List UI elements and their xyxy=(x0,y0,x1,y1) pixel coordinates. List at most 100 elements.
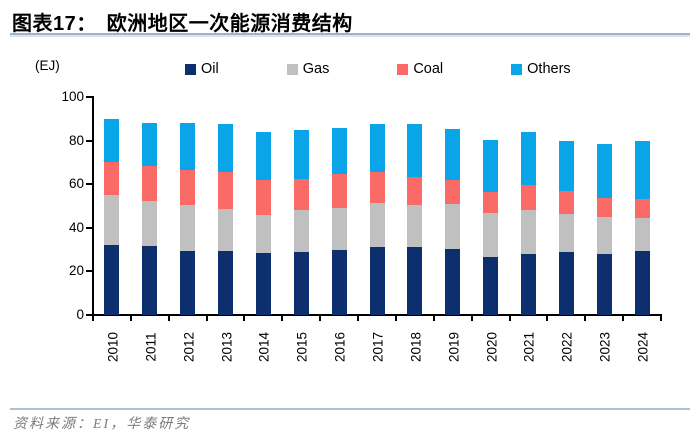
bar-segment-oil xyxy=(142,246,158,315)
bar-segment-coal xyxy=(634,199,650,218)
y-tick-mark xyxy=(86,183,93,186)
x-tick-mark xyxy=(470,315,473,321)
x-tick-label: 2019 xyxy=(446,331,462,363)
figure-title: 图表17： 欧洲地区一次能源消费结构 xyxy=(12,7,353,36)
y-tick-label: 80 xyxy=(68,132,84,148)
y-tick-label: 40 xyxy=(68,219,84,235)
bar-segment-oil xyxy=(293,251,309,315)
legend-item-others: Others xyxy=(511,61,571,77)
legend-item-oil: Oil xyxy=(185,61,219,77)
bar-segment-gas xyxy=(558,213,574,252)
bar-segment-oil xyxy=(596,253,612,315)
x-tick-mark xyxy=(319,315,322,321)
y-tick-label: 100 xyxy=(61,89,84,104)
x-tick-mark xyxy=(167,315,170,321)
bar-segment-gas xyxy=(520,210,536,254)
x-tick-label: 2010 xyxy=(105,331,121,363)
bar-segment-gas xyxy=(218,209,234,251)
x-tick-mark xyxy=(92,315,94,321)
bar-segment-others xyxy=(445,128,461,180)
bar-segment-coal xyxy=(483,191,499,213)
bar-segment-oil xyxy=(180,250,196,315)
bar-segment-coal xyxy=(445,179,461,204)
bar-segment-oil xyxy=(558,251,574,315)
bar-segment-oil xyxy=(483,257,499,315)
bar-segment-coal xyxy=(293,178,309,211)
x-tick-label: 2016 xyxy=(332,331,348,363)
bar-segment-coal xyxy=(255,179,271,215)
bar-segment-gas xyxy=(445,203,461,249)
bar-segment-oil xyxy=(104,245,120,315)
bar-segment-coal xyxy=(558,190,574,214)
bar-segment-coal xyxy=(596,198,612,217)
bar-segment-coal xyxy=(218,172,234,210)
x-tick-label: 2012 xyxy=(181,331,197,363)
bar-segment-others xyxy=(293,129,309,179)
x-tick-mark xyxy=(281,315,284,321)
bar-segment-others xyxy=(483,139,499,192)
bar-segment-coal xyxy=(520,185,536,211)
legend-swatch-coal-icon xyxy=(397,63,409,75)
bar-segment-oil xyxy=(218,250,234,315)
source-text: EI，华泰研究 xyxy=(93,417,191,432)
x-tick-mark xyxy=(660,315,662,321)
legend-swatch-others-icon xyxy=(511,63,523,75)
bar-segment-others xyxy=(369,124,385,173)
y-tick-mark xyxy=(86,226,93,229)
bar-segment-oil xyxy=(445,248,461,315)
bar-segment-coal xyxy=(142,165,158,201)
x-tick-mark xyxy=(508,315,511,321)
x-tick-mark xyxy=(243,315,246,321)
title-divider xyxy=(10,33,690,35)
y-axis-unit-label: (EJ) xyxy=(35,58,60,73)
legend-swatch-gas-icon xyxy=(286,63,298,75)
bar-segment-others xyxy=(104,118,120,163)
legend-swatch-oil-icon xyxy=(185,63,196,75)
bar-segment-others xyxy=(255,131,271,180)
bar-segment-coal xyxy=(104,162,120,196)
x-tick-label: 2018 xyxy=(408,331,424,363)
legend-label: Oil xyxy=(201,61,219,77)
figure-title-text: 欧洲地区一次能源消费结构 xyxy=(106,13,353,35)
x-tick-mark xyxy=(546,315,549,321)
x-tick-mark xyxy=(584,315,587,321)
bar-segment-coal xyxy=(180,170,196,205)
y-tick-mark xyxy=(86,96,93,98)
bar-segment-gas xyxy=(104,195,120,246)
x-tick-label: 2020 xyxy=(484,331,500,363)
bar-segment-oil xyxy=(331,249,347,315)
x-tick-label: 2017 xyxy=(370,331,386,363)
y-tick-label: 60 xyxy=(68,176,84,192)
bar-segment-gas xyxy=(483,212,499,258)
x-axis-line xyxy=(92,314,662,316)
legend-label: Others xyxy=(527,61,571,77)
x-tick-mark xyxy=(129,315,132,321)
y-tick-mark xyxy=(86,270,93,273)
y-tick-label: 20 xyxy=(68,263,84,279)
bar-segment-coal xyxy=(407,176,423,205)
bar-segment-gas xyxy=(369,202,385,248)
bar-segment-others xyxy=(520,131,536,186)
x-tick-label: 2023 xyxy=(597,331,613,363)
legend-item-coal: Coal xyxy=(397,61,443,77)
bar-segment-gas xyxy=(180,204,196,251)
bar-segment-oil xyxy=(407,247,423,315)
y-tick-mark xyxy=(86,139,93,142)
legend-label: Coal xyxy=(413,61,444,77)
bar-segment-coal xyxy=(369,172,385,203)
legend-label: Gas xyxy=(302,61,330,77)
bar-segment-oil xyxy=(255,252,271,315)
legend-item-gas: Gas xyxy=(286,61,330,77)
bar-segment-others xyxy=(407,124,423,177)
bar-segment-gas xyxy=(331,208,347,250)
x-tick-mark xyxy=(432,315,435,321)
chart-legend: Oil Gas Coal Others xyxy=(185,61,571,77)
bar-segment-gas xyxy=(142,200,158,247)
bar-segment-coal xyxy=(331,174,347,209)
bar-segment-gas xyxy=(407,204,423,248)
x-tick-mark xyxy=(394,315,397,321)
bar-segment-others xyxy=(331,127,347,175)
x-tick-label: 2014 xyxy=(256,331,272,363)
y-tick-label: 0 xyxy=(76,307,84,322)
